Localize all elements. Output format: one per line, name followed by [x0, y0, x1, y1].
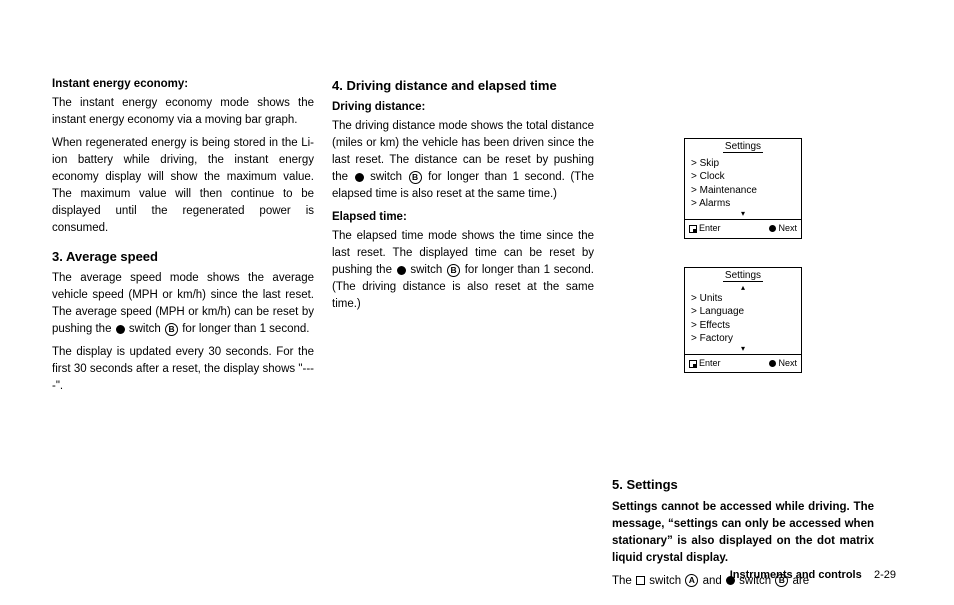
- menu-item-effects: Effects: [691, 319, 795, 333]
- filled-circle-icon: [397, 266, 406, 275]
- elapsed-time-p: The elapsed time mode shows the time sin…: [332, 228, 594, 313]
- next-label: Next: [769, 222, 797, 235]
- menu-item-clock: Clock: [691, 170, 795, 184]
- dot-icon: [769, 360, 776, 367]
- settings-warning: Settings cannot be accessed while drivin…: [612, 499, 874, 567]
- filled-circle-icon: [116, 325, 125, 334]
- driving-distance-title: Driving distance:: [332, 99, 594, 116]
- settings-menu-2: Settings ▴ Units Language Effects Factor…: [684, 267, 802, 374]
- switch-b-icon: B: [409, 171, 422, 184]
- page-number: 2-29: [874, 569, 896, 581]
- menu-title: Settings: [685, 139, 801, 155]
- text: and: [703, 575, 725, 587]
- instant-energy-title: Instant energy economy:: [52, 76, 314, 93]
- switch-a-icon: A: [685, 574, 698, 587]
- menu-footer: Enter Next: [685, 219, 801, 237]
- menu-illustrations: Settings Skip Clock Maintenance Alarms ▾…: [612, 76, 874, 373]
- heading-driving-distance: 4. Driving distance and elapsed time: [332, 76, 594, 95]
- switch-b-icon: B: [447, 264, 460, 277]
- driving-distance-p: The driving distance mode shows the tota…: [332, 118, 594, 203]
- column-3: Settings Skip Clock Maintenance Alarms ▾…: [612, 76, 874, 596]
- text: switch: [129, 323, 164, 335]
- scroll-down-icon: ▾: [691, 211, 795, 217]
- menu-title-text: Settings: [723, 270, 763, 282]
- switch-b-icon: B: [165, 323, 178, 336]
- average-speed-p2: The display is updated every 30 seconds.…: [52, 344, 314, 395]
- menu-item-maintenance: Maintenance: [691, 184, 795, 198]
- manual-page: Instant energy economy: The instant ener…: [0, 0, 954, 605]
- menu-footer: Enter Next: [685, 354, 801, 372]
- instant-energy-p2: When regenerated energy is being stored …: [52, 135, 314, 237]
- text: for longer than 1 second.: [182, 323, 309, 335]
- text: Next: [778, 223, 797, 233]
- menu-title-text: Settings: [723, 141, 763, 153]
- menu-item-skip: Skip: [691, 157, 795, 171]
- instant-energy-p1: The instant energy economy mode shows th…: [52, 95, 314, 129]
- average-speed-p1: The average speed mode shows the average…: [52, 270, 314, 338]
- dot-icon: [769, 225, 776, 232]
- filled-circle-icon: [355, 173, 364, 182]
- text: Next: [778, 358, 797, 368]
- text: switch: [410, 264, 446, 276]
- enter-label: Enter: [689, 357, 721, 370]
- column-2: 4. Driving distance and elapsed time Dri…: [332, 76, 594, 596]
- page-footer: Instruments and controls 2-29: [730, 569, 896, 581]
- scroll-down-icon: ▾: [691, 346, 795, 352]
- heading-settings: 5. Settings: [612, 475, 874, 494]
- menu-item-units: Units: [691, 292, 795, 306]
- next-label: Next: [769, 357, 797, 370]
- elapsed-time-title: Elapsed time:: [332, 209, 594, 226]
- square-icon: [689, 225, 697, 233]
- column-layout: Instant energy economy: The instant ener…: [52, 76, 896, 596]
- menu-title: Settings: [685, 268, 801, 284]
- section-name: Instruments and controls: [730, 569, 862, 581]
- column-1: Instant energy economy: The instant ener…: [52, 76, 314, 596]
- menu-body: ▴ Units Language Effects Factory ▾: [685, 283, 801, 354]
- menu-item-language: Language: [691, 305, 795, 319]
- text: switch: [649, 575, 684, 587]
- square-icon: [636, 576, 645, 585]
- settings-menu-1: Settings Skip Clock Maintenance Alarms ▾…: [684, 138, 802, 239]
- enter-label: Enter: [689, 222, 721, 235]
- text: Enter: [699, 223, 721, 233]
- heading-average-speed: 3. Average speed: [52, 247, 314, 266]
- square-icon: [689, 360, 697, 368]
- text: Enter: [699, 358, 721, 368]
- text: The: [612, 575, 635, 587]
- text: switch: [370, 171, 408, 183]
- menu-body: Skip Clock Maintenance Alarms ▾: [685, 155, 801, 219]
